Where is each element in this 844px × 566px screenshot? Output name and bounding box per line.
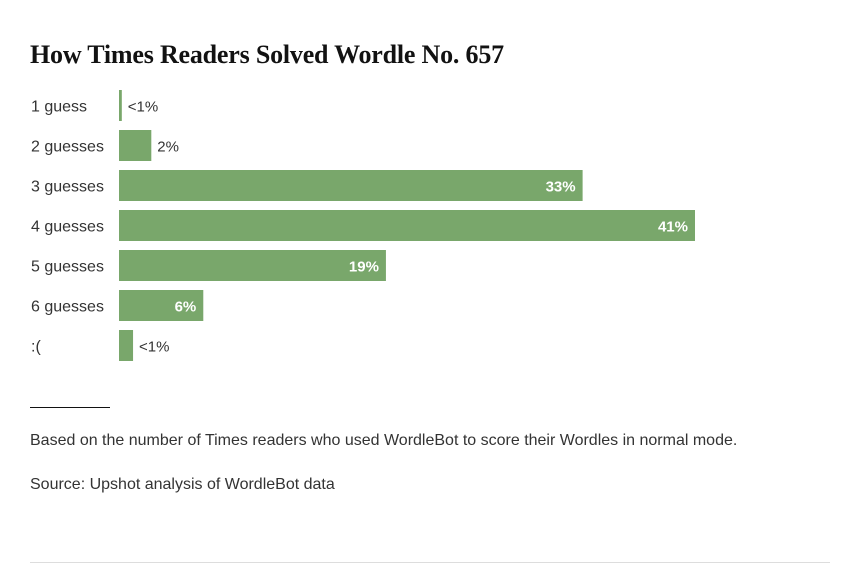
bottom-divider — [30, 562, 830, 563]
category-label-1-guess: 1 guess — [31, 99, 87, 116]
bar-5-guesses — [119, 250, 386, 281]
value-label-no-solve: <1% — [139, 339, 169, 356]
bar-no-solve — [119, 330, 134, 361]
value-label-3-guesses: 33% — [546, 179, 576, 196]
chart-note: Based on the number of Times readers who… — [30, 432, 738, 449]
chart-title: How Times Readers Solved Wordle No. 657 — [30, 40, 504, 69]
value-label-1-guess: <1% — [128, 99, 158, 116]
value-label-4-guesses: 41% — [658, 219, 688, 236]
footnote-divider — [30, 407, 110, 408]
bar-2-guesses — [119, 130, 152, 161]
bars-layer: 1 guess <1% 2 guesses 2% 3 guesses 33% 4 guess… — [31, 90, 695, 361]
category-label-2-guesses: 2 guesses — [31, 139, 104, 156]
value-label-2-guesses: 2% — [157, 139, 179, 156]
bar-6-guesses — [119, 290, 204, 321]
bar-chart: 1 guess <1% 2 guesses 2% 3 guesses 33% 4 guess… — [31, 90, 695, 361]
bar-1-guess — [119, 90, 122, 121]
bar-4-guesses — [119, 210, 695, 241]
value-label-5-guesses: 19% — [349, 259, 379, 276]
category-label-4-guesses: 4 guesses — [31, 219, 104, 236]
category-label-5-guesses: 5 guesses — [31, 259, 104, 276]
category-label-6-guesses: 6 guesses — [31, 299, 104, 316]
value-label-6-guesses: 6% — [175, 299, 197, 316]
category-label-3-guesses: 3 guesses — [31, 179, 104, 196]
bar-3-guesses — [119, 170, 583, 201]
chart-source: Source: Upshot analysis of WordleBot dat… — [30, 476, 335, 493]
category-label-no-solve: :( — [31, 339, 41, 356]
